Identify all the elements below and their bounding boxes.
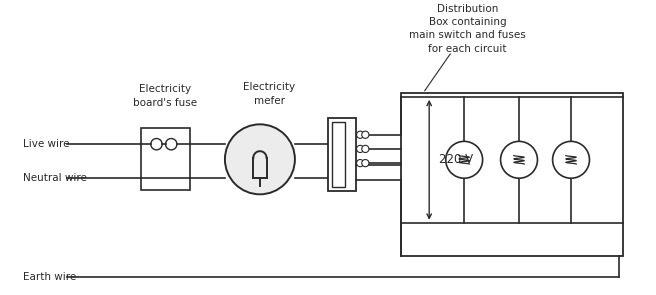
Circle shape — [361, 131, 369, 138]
Text: Distribution
Box containing
main switch and fuses
for each circuit: Distribution Box containing main switch … — [409, 4, 526, 54]
Circle shape — [361, 145, 369, 153]
Text: Electricity
mefer: Electricity mefer — [243, 83, 295, 106]
Circle shape — [445, 141, 483, 178]
Circle shape — [357, 145, 363, 153]
Circle shape — [151, 139, 162, 150]
Circle shape — [361, 160, 369, 167]
Text: Earth wire: Earth wire — [24, 272, 77, 282]
Circle shape — [225, 124, 295, 194]
Circle shape — [501, 141, 537, 178]
Circle shape — [165, 139, 177, 150]
Circle shape — [357, 160, 363, 167]
Text: 220 V: 220 V — [439, 153, 473, 166]
Bar — [332, 122, 345, 187]
Text: Neutral wire: Neutral wire — [24, 173, 87, 183]
Bar — [141, 128, 190, 190]
Circle shape — [552, 141, 590, 178]
Bar — [328, 118, 356, 191]
Bar — [401, 93, 623, 256]
Circle shape — [357, 131, 363, 138]
Text: Live wire: Live wire — [24, 139, 70, 149]
Text: Electricity
board's fuse: Electricity board's fuse — [133, 84, 197, 108]
